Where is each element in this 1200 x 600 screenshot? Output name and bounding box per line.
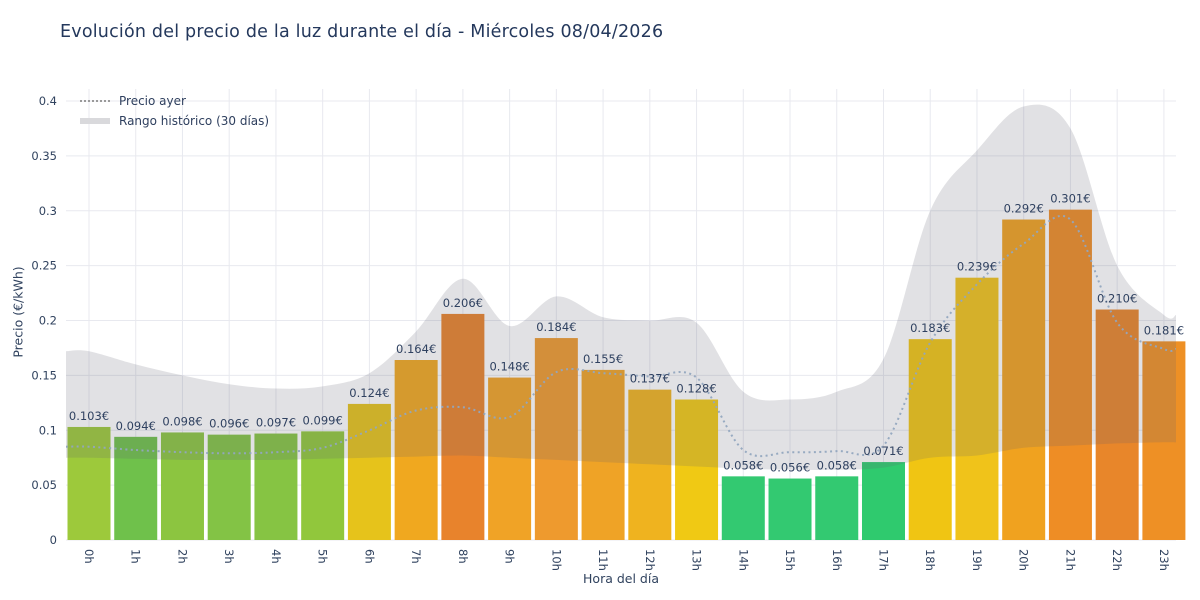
bar-value-label: 0.239€ <box>957 260 997 274</box>
bar-value-label: 0.097€ <box>256 416 296 430</box>
y-tick-label: 0.3 <box>39 204 57 218</box>
historical-range-band <box>66 104 1176 470</box>
price-bar <box>1142 341 1186 540</box>
x-axis-label: Hora del día <box>583 571 659 586</box>
y-tick-label: 0.05 <box>31 478 57 492</box>
x-tick-label: 14h <box>736 549 750 571</box>
y-tick-label: 0.1 <box>39 423 57 437</box>
bar-value-label: 0.292€ <box>1004 202 1044 216</box>
chart-legend: Precio ayer Rango histórico (30 días) <box>80 91 269 131</box>
x-tick-label: 1h <box>129 549 143 564</box>
bar-value-label: 0.181€ <box>1144 323 1184 337</box>
price-bar <box>441 313 485 540</box>
bar-value-label: 0.210€ <box>1097 292 1137 306</box>
price-bar <box>254 433 298 540</box>
chart-title: Evolución del precio de la luz durante e… <box>60 22 664 42</box>
dotted-line-swatch-icon <box>80 100 110 102</box>
price-bar <box>488 377 532 540</box>
bar-value-label: 0.124€ <box>349 386 389 400</box>
price-bar <box>1095 309 1139 540</box>
x-tick-label: 11h <box>596 549 610 571</box>
price-bar <box>1002 219 1046 540</box>
price-bar <box>301 431 345 540</box>
x-tick-label: 18h <box>923 549 937 571</box>
legend-label-precio-ayer: Precio ayer <box>119 94 186 108</box>
y-tick-label: 0.35 <box>31 149 57 163</box>
price-bar <box>721 476 765 540</box>
price-bar <box>955 277 999 540</box>
x-tick-label: 10h <box>549 549 563 571</box>
bar-value-label: 0.103€ <box>69 409 109 423</box>
bar-value-label: 0.056€ <box>770 461 810 475</box>
y-tick-label: 0.4 <box>39 94 57 108</box>
legend-item-precio-ayer: Precio ayer <box>80 91 269 111</box>
x-tick-label: 22h <box>1110 549 1124 571</box>
bar-value-label: 0.301€ <box>1050 192 1090 206</box>
x-tick-label: 9h <box>503 549 517 564</box>
x-tick-label: 8h <box>456 549 470 564</box>
price-bar <box>815 476 859 540</box>
band-swatch-icon <box>80 118 110 124</box>
price-bar <box>768 478 812 540</box>
price-bar <box>581 369 625 540</box>
legend-item-rango-historico: Rango histórico (30 días) <box>80 111 269 131</box>
x-tick-label: 16h <box>830 549 844 571</box>
price-bar <box>347 403 391 540</box>
price-bar <box>207 434 251 540</box>
bar-value-label: 0.155€ <box>583 352 623 366</box>
bar-value-label: 0.058€ <box>723 458 763 472</box>
y-tick-label: 0.25 <box>31 259 57 273</box>
legend-label-rango-historico: Rango histórico (30 días) <box>119 114 270 128</box>
x-tick-label: 3h <box>222 549 236 564</box>
x-tick-label: 6h <box>362 549 376 564</box>
x-tick-label: 13h <box>690 549 704 571</box>
bar-value-label: 0.148€ <box>489 360 529 374</box>
x-tick-label: 21h <box>1063 549 1077 571</box>
bar-value-label: 0.058€ <box>817 458 857 472</box>
price-bar <box>861 462 905 540</box>
price-bar <box>114 436 158 540</box>
x-tick-label: 7h <box>409 549 423 564</box>
y-axis-label: Precio (€/kWh) <box>10 266 26 358</box>
bar-value-label: 0.164€ <box>396 342 436 356</box>
x-tick-label: 20h <box>1017 549 1031 571</box>
x-tick-label: 5h <box>316 549 330 564</box>
bar-value-label: 0.183€ <box>910 321 950 335</box>
price-bar <box>394 360 438 540</box>
x-tick-label: 12h <box>643 549 657 571</box>
y-tick-label: 0 <box>50 533 57 547</box>
price-bar <box>1048 209 1092 540</box>
x-tick-label: 15h <box>783 549 797 571</box>
price-bar <box>628 389 672 540</box>
bar-value-label: 0.137€ <box>630 372 670 386</box>
x-tick-label: 4h <box>269 549 283 564</box>
bar-value-label: 0.098€ <box>162 414 202 428</box>
bar-value-label: 0.184€ <box>536 320 576 334</box>
price-bar <box>160 432 204 540</box>
x-tick-label: 17h <box>876 549 890 571</box>
price-bar <box>675 399 719 540</box>
x-tick-label: 19h <box>970 549 984 571</box>
x-tick-label: 2h <box>175 549 189 564</box>
x-tick-label: 23h <box>1157 549 1171 571</box>
y-tick-label: 0.15 <box>31 368 57 382</box>
bar-value-label: 0.071€ <box>863 444 903 458</box>
bar-value-label: 0.096€ <box>209 417 249 431</box>
x-tick-label: 0h <box>82 549 96 564</box>
bar-value-label: 0.099€ <box>303 413 343 427</box>
bar-value-label: 0.094€ <box>116 419 156 433</box>
bar-value-label: 0.206€ <box>443 296 483 310</box>
bar-value-label: 0.128€ <box>676 382 716 396</box>
y-tick-label: 0.2 <box>39 314 57 328</box>
